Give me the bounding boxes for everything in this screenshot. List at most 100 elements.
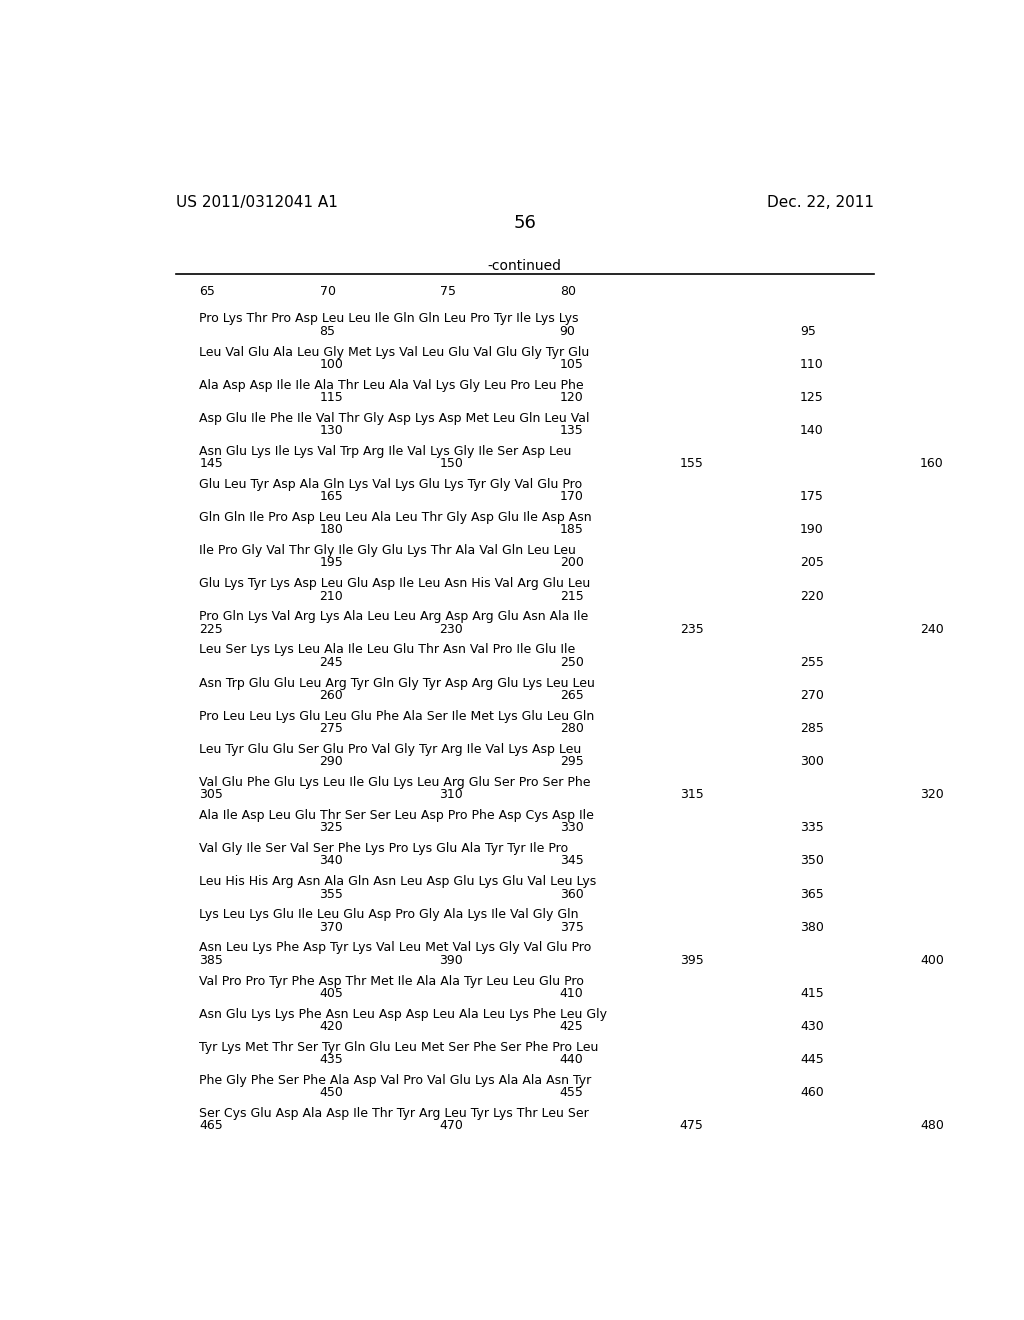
Text: 185: 185: [560, 524, 584, 536]
Text: 320: 320: [920, 788, 944, 801]
Text: Leu Tyr Glu Glu Ser Glu Pro Val Gly Tyr Arg Ile Val Lys Asp Leu: Leu Tyr Glu Glu Ser Glu Pro Val Gly Tyr …: [200, 743, 582, 756]
Text: 105: 105: [560, 358, 584, 371]
Text: 155: 155: [680, 457, 703, 470]
Text: Tyr Lys Met Thr Ser Tyr Gln Glu Leu Met Ser Phe Ser Phe Pro Leu: Tyr Lys Met Thr Ser Tyr Gln Glu Leu Met …: [200, 1040, 599, 1053]
Text: 345: 345: [560, 854, 584, 867]
Text: 235: 235: [680, 623, 703, 636]
Text: 140: 140: [800, 424, 823, 437]
Text: 220: 220: [800, 590, 823, 603]
Text: Pro Gln Lys Val Arg Lys Ala Leu Leu Arg Asp Arg Glu Asn Ala Ile: Pro Gln Lys Val Arg Lys Ala Leu Leu Arg …: [200, 610, 589, 623]
Text: Asn Glu Lys Ile Lys Val Trp Arg Ile Val Lys Gly Ile Ser Asp Leu: Asn Glu Lys Ile Lys Val Trp Arg Ile Val …: [200, 445, 571, 458]
Text: -continued: -continued: [487, 259, 562, 272]
Text: 230: 230: [439, 623, 463, 636]
Text: 195: 195: [319, 557, 343, 569]
Text: Ala Ile Asp Leu Glu Thr Ser Ser Leu Asp Pro Phe Asp Cys Asp Ile: Ala Ile Asp Leu Glu Thr Ser Ser Leu Asp …: [200, 809, 594, 822]
Text: 85: 85: [319, 325, 336, 338]
Text: 260: 260: [319, 689, 343, 702]
Text: 385: 385: [200, 954, 223, 966]
Text: 375: 375: [560, 921, 584, 933]
Text: 265: 265: [560, 689, 584, 702]
Text: 180: 180: [319, 524, 343, 536]
Text: 480: 480: [920, 1119, 944, 1133]
Text: 460: 460: [800, 1086, 823, 1100]
Text: 160: 160: [920, 457, 944, 470]
Text: 175: 175: [800, 490, 823, 503]
Text: 335: 335: [800, 821, 823, 834]
Text: Val Gly Ile Ser Val Ser Phe Lys Pro Lys Glu Ala Tyr Tyr Ile Pro: Val Gly Ile Ser Val Ser Phe Lys Pro Lys …: [200, 842, 568, 855]
Text: Leu Val Glu Ala Leu Gly Met Lys Val Leu Glu Val Glu Gly Tyr Glu: Leu Val Glu Ala Leu Gly Met Lys Val Leu …: [200, 346, 590, 359]
Text: 465: 465: [200, 1119, 223, 1133]
Text: Val Glu Phe Glu Lys Leu Ile Glu Lys Leu Arg Glu Ser Pro Ser Phe: Val Glu Phe Glu Lys Leu Ile Glu Lys Leu …: [200, 776, 591, 789]
Text: Ser Cys Glu Asp Ala Asp Ile Thr Tyr Arg Leu Tyr Lys Thr Leu Ser: Ser Cys Glu Asp Ala Asp Ile Thr Tyr Arg …: [200, 1107, 589, 1121]
Text: 70: 70: [321, 285, 336, 298]
Text: Asn Leu Lys Phe Asp Tyr Lys Val Leu Met Val Lys Gly Val Glu Pro: Asn Leu Lys Phe Asp Tyr Lys Val Leu Met …: [200, 941, 592, 954]
Text: Phe Gly Phe Ser Phe Ala Asp Val Pro Val Glu Lys Ala Ala Asn Tyr: Phe Gly Phe Ser Phe Ala Asp Val Pro Val …: [200, 1074, 592, 1086]
Text: 120: 120: [560, 391, 584, 404]
Text: 415: 415: [800, 987, 823, 1001]
Text: 340: 340: [319, 854, 343, 867]
Text: 475: 475: [680, 1119, 703, 1133]
Text: 440: 440: [560, 1053, 584, 1067]
Text: 420: 420: [319, 1020, 343, 1034]
Text: 310: 310: [439, 788, 463, 801]
Text: 290: 290: [319, 755, 343, 768]
Text: 360: 360: [560, 887, 584, 900]
Text: 190: 190: [800, 524, 823, 536]
Text: 95: 95: [800, 325, 816, 338]
Text: 270: 270: [800, 689, 823, 702]
Text: 210: 210: [319, 590, 343, 603]
Text: 75: 75: [439, 285, 456, 298]
Text: 390: 390: [439, 954, 463, 966]
Text: 225: 225: [200, 623, 223, 636]
Text: Asn Trp Glu Glu Leu Arg Tyr Gln Gly Tyr Asp Arg Glu Lys Leu Leu: Asn Trp Glu Glu Leu Arg Tyr Gln Gly Tyr …: [200, 677, 595, 689]
Text: 300: 300: [800, 755, 823, 768]
Text: 365: 365: [800, 887, 823, 900]
Text: Leu Ser Lys Lys Leu Ala Ile Leu Glu Thr Asn Val Pro Ile Glu Ile: Leu Ser Lys Lys Leu Ala Ile Leu Glu Thr …: [200, 644, 575, 656]
Text: 425: 425: [560, 1020, 584, 1034]
Text: 275: 275: [319, 722, 343, 735]
Text: 56: 56: [513, 214, 537, 232]
Text: 405: 405: [319, 987, 343, 1001]
Text: Glu Lys Tyr Lys Asp Leu Glu Asp Ile Leu Asn His Val Arg Glu Leu: Glu Lys Tyr Lys Asp Leu Glu Asp Ile Leu …: [200, 577, 591, 590]
Text: Val Pro Pro Tyr Phe Asp Thr Met Ile Ala Ala Tyr Leu Leu Glu Pro: Val Pro Pro Tyr Phe Asp Thr Met Ile Ala …: [200, 974, 584, 987]
Text: 80: 80: [560, 285, 575, 298]
Text: Gln Gln Ile Pro Asp Leu Leu Ala Leu Thr Gly Asp Glu Ile Asp Asn: Gln Gln Ile Pro Asp Leu Leu Ala Leu Thr …: [200, 511, 592, 524]
Text: 255: 255: [800, 656, 823, 669]
Text: US 2011/0312041 A1: US 2011/0312041 A1: [176, 195, 338, 210]
Text: 325: 325: [319, 821, 343, 834]
Text: 280: 280: [560, 722, 584, 735]
Text: Dec. 22, 2011: Dec. 22, 2011: [767, 195, 873, 210]
Text: 470: 470: [439, 1119, 464, 1133]
Text: 350: 350: [800, 854, 823, 867]
Text: 305: 305: [200, 788, 223, 801]
Text: Pro Leu Leu Lys Glu Leu Glu Phe Ala Ser Ile Met Lys Glu Leu Gln: Pro Leu Leu Lys Glu Leu Glu Phe Ala Ser …: [200, 710, 595, 723]
Text: 170: 170: [560, 490, 584, 503]
Text: Pro Lys Thr Pro Asp Leu Leu Ile Gln Gln Leu Pro Tyr Ile Lys Lys: Pro Lys Thr Pro Asp Leu Leu Ile Gln Gln …: [200, 313, 579, 326]
Text: 240: 240: [920, 623, 944, 636]
Text: Glu Leu Tyr Asp Ala Gln Lys Val Lys Glu Lys Tyr Gly Val Glu Pro: Glu Leu Tyr Asp Ala Gln Lys Val Lys Glu …: [200, 478, 583, 491]
Text: Asp Glu Ile Phe Ile Val Thr Gly Asp Lys Asp Met Leu Gln Leu Val: Asp Glu Ile Phe Ile Val Thr Gly Asp Lys …: [200, 412, 590, 425]
Text: 115: 115: [319, 391, 343, 404]
Text: 165: 165: [319, 490, 343, 503]
Text: 330: 330: [560, 821, 584, 834]
Text: 295: 295: [560, 755, 584, 768]
Text: 100: 100: [319, 358, 343, 371]
Text: 315: 315: [680, 788, 703, 801]
Text: 355: 355: [319, 887, 343, 900]
Text: 110: 110: [800, 358, 823, 371]
Text: 370: 370: [319, 921, 343, 933]
Text: 90: 90: [560, 325, 575, 338]
Text: 285: 285: [800, 722, 823, 735]
Text: 145: 145: [200, 457, 223, 470]
Text: 245: 245: [319, 656, 343, 669]
Text: 250: 250: [560, 656, 584, 669]
Text: 435: 435: [319, 1053, 343, 1067]
Text: 380: 380: [800, 921, 823, 933]
Text: 130: 130: [319, 424, 343, 437]
Text: 430: 430: [800, 1020, 823, 1034]
Text: 150: 150: [439, 457, 464, 470]
Text: 400: 400: [920, 954, 944, 966]
Text: 410: 410: [560, 987, 584, 1001]
Text: 395: 395: [680, 954, 703, 966]
Text: 455: 455: [560, 1086, 584, 1100]
